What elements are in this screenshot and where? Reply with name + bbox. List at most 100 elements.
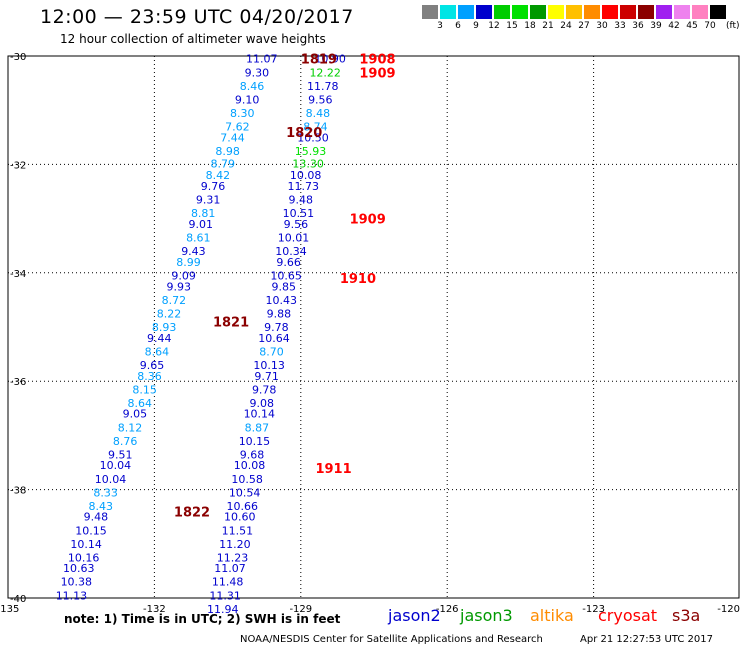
swh-point-label: 8.98 (215, 145, 240, 158)
color-swatch (584, 5, 600, 19)
swh-point-label: 9.51 (108, 448, 133, 461)
x-tick-label: -126 (436, 604, 459, 615)
swh-point-label: 8.93 (152, 321, 177, 334)
x-tick-label: -120 (717, 604, 740, 615)
swh-point-label: 11.07 (246, 53, 278, 66)
color-scale-label: 42 (668, 21, 680, 31)
x-tick-label: -135 (0, 604, 19, 615)
color-scale-label: 30 (596, 21, 608, 31)
swh-point-label: 8.76 (113, 435, 138, 448)
swh-point-label: 8.15 (132, 383, 157, 396)
color-swatch (548, 5, 564, 19)
swh-point-label: 10.66 (226, 500, 258, 513)
swh-point-label: 8.43 (88, 500, 113, 513)
swh-point-label: 9.01 (189, 218, 214, 231)
legend-item-jason2: jason2 (388, 606, 441, 625)
color-scale-label: 70 (704, 21, 716, 31)
swh-point-label: 8.70 (259, 345, 284, 358)
color-swatch (620, 5, 636, 19)
swh-point-label: 9.05 (123, 408, 148, 421)
swh-point-label: 9.44 (147, 332, 172, 345)
swh-point-label: 9.85 (271, 280, 296, 293)
color-swatch (638, 5, 654, 19)
swh-point-label: 9.65 (140, 359, 165, 372)
color-scale-label: 15 (506, 21, 518, 31)
swh-point-label: 8.42 (206, 169, 231, 182)
swh-point-label: 8.48 (306, 107, 331, 120)
swh-point-label: 8.87 (245, 421, 270, 434)
color-swatch (422, 5, 438, 19)
color-swatch (602, 5, 618, 19)
swh-point-label: 8.72 (162, 294, 187, 307)
color-scale-label: 45 (686, 21, 698, 31)
time-label: 1910 (340, 272, 376, 287)
swh-point-label: 12.22 (309, 66, 341, 79)
color-scale-label: 6 (455, 21, 461, 31)
swh-point-label: 7.62 (225, 120, 250, 133)
swh-point-label: 10.43 (266, 294, 298, 307)
y-tick-label: -38 (10, 486, 26, 497)
time-label: 1911 (315, 462, 351, 477)
y-tick-label: -40 (10, 594, 26, 605)
swh-point-label: 10.14 (70, 538, 102, 551)
generation-timestamp: Apr 21 12:27:53 UTC 2017 (580, 634, 713, 645)
legend-item-altika: altika (530, 606, 574, 625)
swh-point-label: 9.78 (252, 383, 277, 396)
y-tick-label: -30 (10, 52, 26, 63)
swh-point-label: 11.20 (219, 538, 251, 551)
time-label: 1819 (301, 53, 337, 68)
color-scale-label: 24 (560, 21, 572, 31)
swh-point-label: 9.68 (240, 448, 265, 461)
swh-point-label: 11.31 (209, 589, 241, 602)
swh-point-label: 8.36 (137, 370, 162, 383)
color-scale-label: 12 (488, 21, 500, 31)
chart-title: 12:00 — 23:59 UTC 04/20/2017 (40, 6, 354, 28)
swh-point-label: 9.31 (196, 194, 221, 207)
color-swatch (656, 5, 672, 19)
color-swatch (512, 5, 528, 19)
swh-point-label: 11.94 (207, 603, 239, 616)
swh-point-label: 10.08 (290, 169, 322, 182)
swh-point-label: 10.15 (75, 524, 107, 537)
swh-point-label: 10.13 (253, 359, 285, 372)
time-label: 1822 (174, 505, 210, 520)
swh-point-label: 11.13 (56, 589, 88, 602)
swh-point-label: 10.01 (278, 232, 310, 245)
swh-point-label: 10.54 (229, 486, 261, 499)
swh-point-label: 10.90 (314, 53, 346, 66)
x-tick-label: -132 (143, 604, 166, 615)
swh-point-label: 10.63 (63, 562, 95, 575)
color-swatch (566, 5, 582, 19)
swh-point-label: 7.44 (220, 131, 245, 144)
swh-point-label: 8.61 (186, 232, 211, 245)
swh-point-label: 9.48 (84, 511, 109, 524)
swh-point-label: 10.08 (234, 459, 266, 472)
color-swatch (692, 5, 708, 19)
swh-point-label: 8.74 (303, 120, 328, 133)
color-swatch (458, 5, 474, 19)
color-scale-label: 9 (473, 21, 479, 31)
swh-point-label: 9.71 (254, 370, 279, 383)
legend-item-s3a: s3a (672, 606, 701, 625)
color-swatch (440, 5, 456, 19)
swh-point-label: 10.15 (239, 435, 271, 448)
color-swatch (674, 5, 690, 19)
swh-point-label: 9.76 (201, 180, 226, 193)
y-tick-label: -34 (10, 269, 26, 280)
swh-point-label: 9.48 (289, 194, 314, 207)
color-scale-label: 18 (524, 21, 536, 31)
swh-point-label: 9.09 (171, 270, 196, 283)
color-scale-label: 21 (542, 21, 554, 31)
swh-point-label: 8.46 (240, 80, 265, 93)
swh-point-label: 9.30 (245, 66, 270, 79)
swh-point-label: 10.65 (270, 270, 302, 283)
swh-point-label: 10.14 (244, 408, 276, 421)
credit-line: NOAA/NESDIS Center for Satellite Applica… (240, 634, 543, 645)
color-scale-label: 36 (632, 21, 644, 31)
swh-point-label: 8.33 (93, 486, 118, 499)
color-scale-label: 39 (650, 21, 662, 31)
color-scale-unit: (ft) (726, 21, 740, 31)
time-label: 1820 (286, 126, 322, 141)
swh-point-label: 9.56 (308, 93, 333, 106)
